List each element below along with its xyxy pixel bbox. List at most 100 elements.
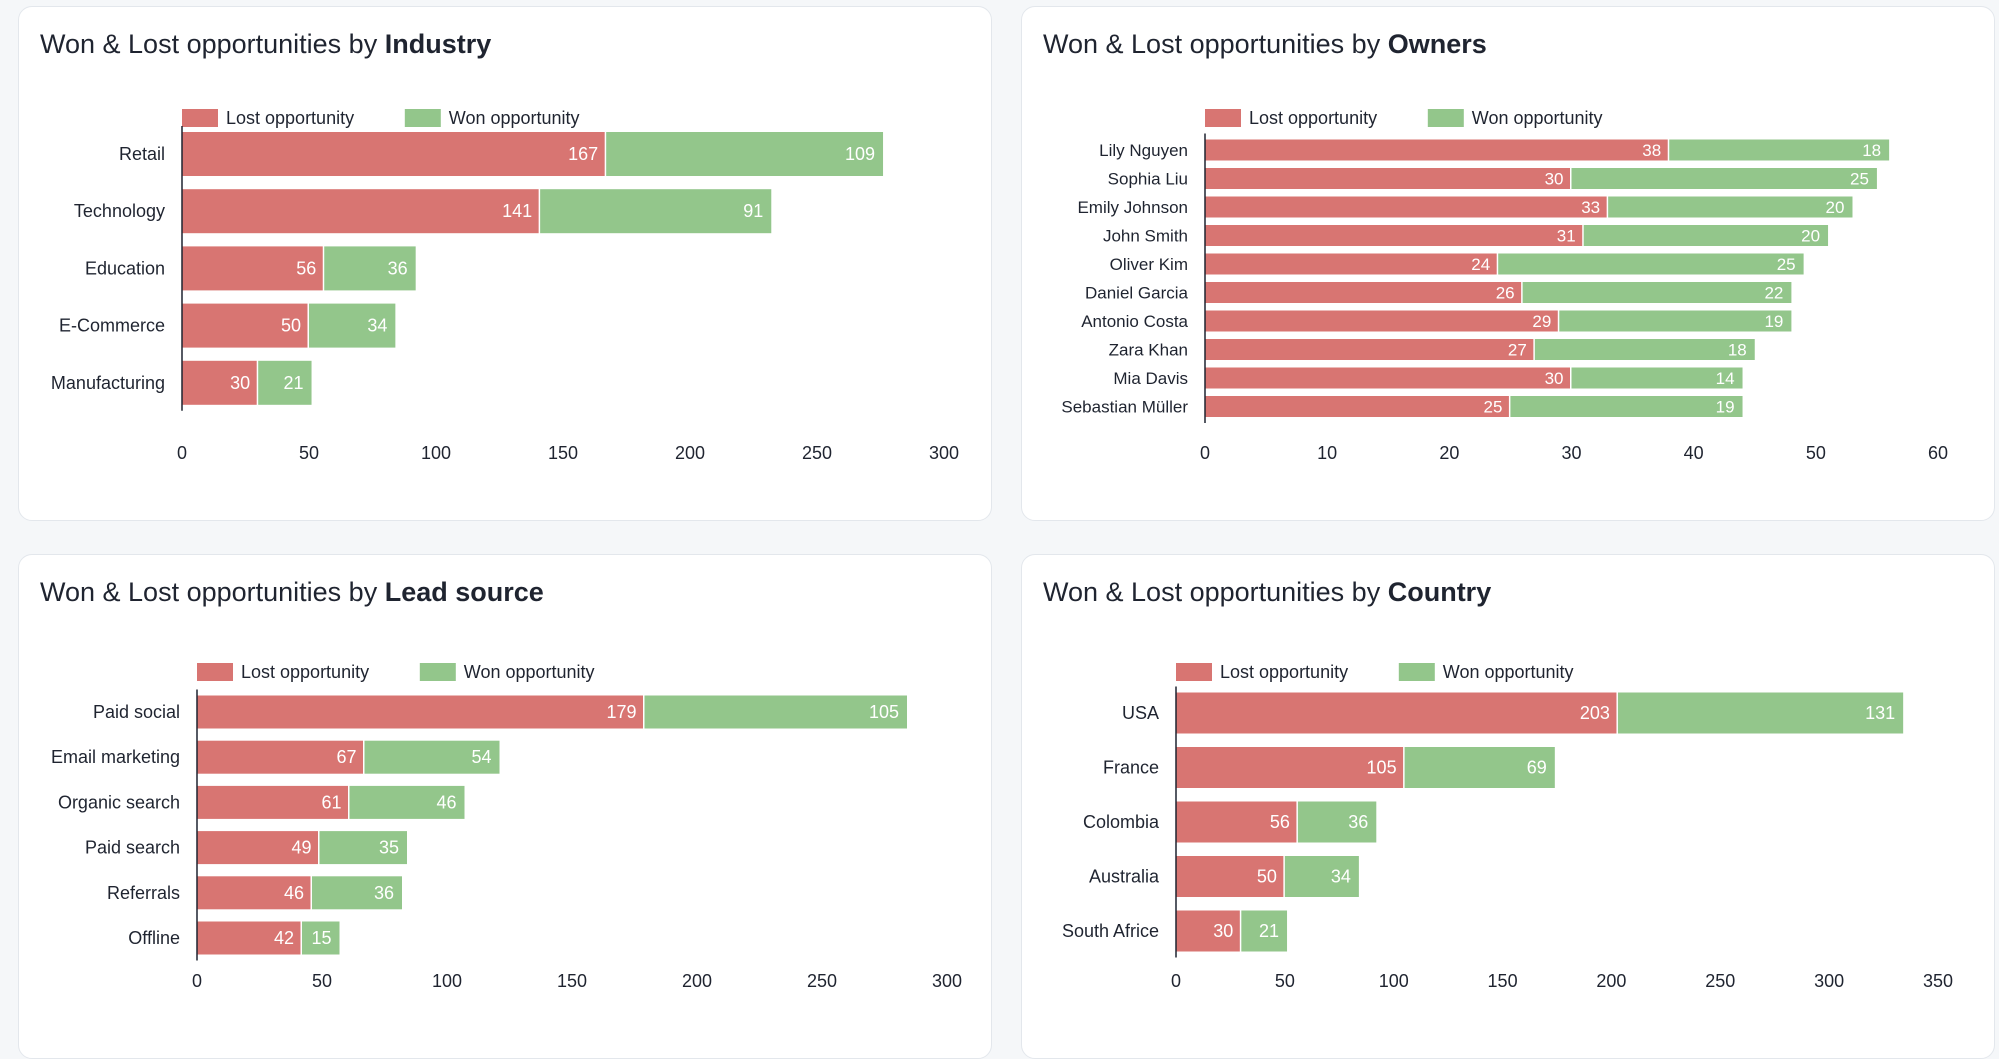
bar-value-lost: 42 bbox=[274, 928, 294, 948]
bar-value-won: 131 bbox=[1865, 703, 1895, 723]
bar-lost-usa bbox=[1176, 692, 1617, 734]
bar-value-lost: 105 bbox=[1367, 758, 1397, 778]
legend-label: Lost opportunity bbox=[1249, 108, 1377, 128]
chart-title: Won & Lost opportunities by Country bbox=[1043, 577, 1492, 607]
legend-swatch bbox=[1427, 109, 1464, 127]
bar-lost-south-africe bbox=[1176, 910, 1240, 952]
bar-value-lost: 24 bbox=[1471, 255, 1490, 274]
bar-value-won: 15 bbox=[311, 928, 331, 948]
chart-card-industry: Won & Lost opportunities by Industry Los… bbox=[18, 6, 992, 521]
x-tick-label: 50 bbox=[299, 443, 319, 463]
x-tick-label: 300 bbox=[929, 443, 959, 463]
x-tick-label: 150 bbox=[557, 971, 587, 991]
bar-value-won: 69 bbox=[1527, 758, 1547, 778]
legend-item-lost-opportunity: Lost opportunity bbox=[182, 108, 354, 128]
bar-value-won: 91 bbox=[743, 201, 763, 221]
category-label: Australia bbox=[1089, 867, 1160, 887]
x-tick-label: 200 bbox=[1596, 971, 1626, 991]
x-tick-label: 50 bbox=[1806, 443, 1826, 463]
category-label: Offline bbox=[128, 928, 180, 948]
chart-title: Won & Lost opportunities by Owners bbox=[1043, 29, 1487, 59]
category-label: Oliver Kim bbox=[1110, 255, 1188, 274]
bar-won-email-marketing bbox=[364, 740, 500, 774]
chart-card-lead-source: Won & Lost opportunities by Lead source … bbox=[18, 554, 992, 1059]
x-tick-label: 150 bbox=[1488, 971, 1518, 991]
bar-won-emily-johnson bbox=[1608, 196, 1853, 218]
bar-lost-france bbox=[1176, 747, 1404, 788]
category-label: Lily Nguyen bbox=[1099, 141, 1188, 160]
legend-item-won-opportunity: Won opportunity bbox=[1427, 108, 1603, 128]
legend-label: Lost opportunity bbox=[226, 108, 354, 128]
legend-item-lost-opportunity: Lost opportunity bbox=[197, 662, 369, 682]
bar-value-won: 36 bbox=[1348, 812, 1368, 832]
legend-swatch bbox=[1176, 663, 1212, 681]
x-tick-label: 60 bbox=[1928, 443, 1948, 463]
bar-value-won: 35 bbox=[379, 838, 399, 858]
bar-lost-offline bbox=[197, 921, 301, 955]
category-label: Mia Davis bbox=[1113, 369, 1188, 388]
x-tick-label: 0 bbox=[192, 971, 202, 991]
bar-lost-email-marketing bbox=[197, 740, 363, 774]
bar-won-manufacturing bbox=[258, 360, 312, 405]
bar-value-won: 54 bbox=[471, 747, 491, 767]
category-label: France bbox=[1103, 758, 1159, 778]
bar-value-won: 14 bbox=[1716, 369, 1735, 388]
x-tick-label: 0 bbox=[1171, 971, 1181, 991]
category-label: Emily Johnson bbox=[1077, 198, 1188, 217]
chart-title: Won & Lost opportunities by Lead source bbox=[40, 577, 544, 607]
bar-won-daniel-garcia bbox=[1522, 282, 1792, 303]
bar-value-won: 22 bbox=[1764, 284, 1783, 303]
x-tick-label: 200 bbox=[682, 971, 712, 991]
bar-lost-manufacturing bbox=[182, 360, 257, 405]
category-label: Sebastian Müller bbox=[1061, 398, 1188, 417]
chart-country: Lost opportunity Won opportunity USA 203 131… bbox=[1062, 662, 1953, 991]
bar-won-education bbox=[324, 246, 416, 291]
bar-value-won: 36 bbox=[388, 258, 408, 278]
category-label: Manufacturing bbox=[51, 373, 165, 393]
bar-value-lost: 49 bbox=[291, 838, 311, 858]
bar-value-won: 46 bbox=[436, 792, 456, 812]
bar-value-won: 25 bbox=[1777, 255, 1796, 274]
category-label: Colombia bbox=[1083, 812, 1160, 832]
bar-lost-e-commerce bbox=[182, 303, 308, 348]
bar-value-lost: 33 bbox=[1581, 198, 1600, 217]
chart-lead-source: Lost opportunity Won opportunity Paid soci… bbox=[51, 662, 962, 991]
bar-won-mia-davis bbox=[1571, 367, 1743, 389]
category-label: Sophia Liu bbox=[1108, 170, 1188, 189]
bar-value-won: 105 bbox=[869, 702, 899, 722]
category-label: John Smith bbox=[1103, 227, 1188, 246]
bar-value-lost: 38 bbox=[1642, 141, 1661, 160]
bar-lost-oliver-kim bbox=[1205, 253, 1497, 275]
bar-value-won: 34 bbox=[1331, 867, 1351, 887]
legend-label: Won opportunity bbox=[449, 108, 580, 128]
bar-value-lost: 179 bbox=[606, 702, 636, 722]
legend-label: Lost opportunity bbox=[1220, 662, 1348, 682]
bar-won-france bbox=[1404, 747, 1555, 788]
bar-value-lost: 30 bbox=[1545, 369, 1564, 388]
bar-value-lost: 26 bbox=[1496, 284, 1515, 303]
bar-value-lost: 56 bbox=[1270, 812, 1290, 832]
bar-won-sophia-liu bbox=[1571, 168, 1877, 189]
bar-won-john-smith bbox=[1583, 225, 1829, 246]
bar-lost-antonio-costa bbox=[1205, 310, 1558, 332]
x-tick-label: 0 bbox=[1200, 443, 1210, 463]
x-tick-label: 250 bbox=[802, 443, 832, 463]
bar-value-lost: 29 bbox=[1532, 312, 1551, 331]
bar-lost-referrals bbox=[197, 876, 311, 910]
bar-value-lost: 30 bbox=[230, 373, 250, 393]
bar-lost-lily-nguyen bbox=[1205, 139, 1668, 161]
legend-item-won-opportunity: Won opportunity bbox=[404, 108, 580, 128]
bar-value-lost: 27 bbox=[1508, 341, 1527, 360]
x-tick-label: 150 bbox=[548, 443, 578, 463]
legend-item-won-opportunity: Won opportunity bbox=[1398, 662, 1574, 682]
bar-value-lost: 141 bbox=[502, 201, 532, 221]
category-label: E-Commerce bbox=[59, 316, 165, 336]
bar-won-south-africe bbox=[1241, 910, 1288, 952]
legend-label: Won opportunity bbox=[1472, 108, 1603, 128]
bar-won-technology bbox=[540, 189, 772, 234]
category-label: Email marketing bbox=[51, 747, 180, 767]
bar-value-lost: 31 bbox=[1557, 227, 1576, 246]
bar-value-won: 109 bbox=[845, 144, 875, 164]
bar-won-sebastian-m-ller bbox=[1510, 396, 1743, 417]
bar-lost-paid-social bbox=[197, 695, 643, 729]
